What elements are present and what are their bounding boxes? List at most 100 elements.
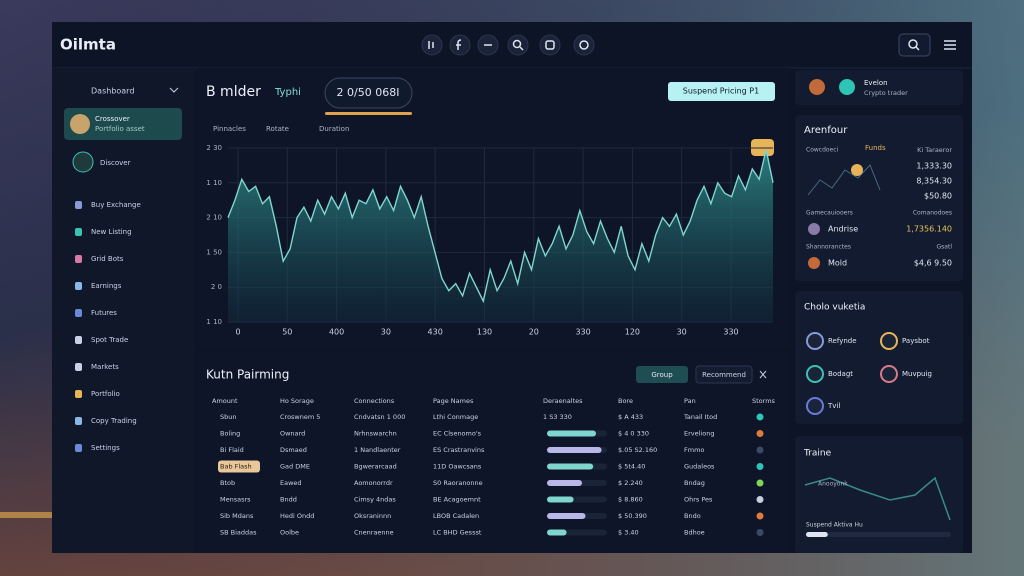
nav-item[interactable]: Futures bbox=[91, 309, 117, 317]
table-cell: 11D Oawcsans bbox=[433, 463, 482, 471]
y-tick-label: 2 10 bbox=[206, 214, 222, 222]
progress-bar bbox=[547, 496, 574, 503]
selected-subtitle: Portfolio asset bbox=[95, 125, 145, 133]
nav-item[interactable]: Copy Trading bbox=[91, 417, 137, 425]
card-label: Gsatl bbox=[937, 244, 953, 251]
icon-button[interactable] bbox=[507, 34, 529, 56]
close-button[interactable] bbox=[759, 370, 767, 379]
table-cell: Bgwerarcaad bbox=[354, 463, 397, 471]
card-label: Anooyonk bbox=[818, 481, 848, 488]
table-cell: ES Crastranvins bbox=[433, 446, 485, 454]
card-label: Shannoranctes bbox=[806, 244, 851, 251]
chart-tab[interactable]: Rotate bbox=[266, 125, 289, 133]
table-cell: Sbun bbox=[220, 413, 237, 421]
nav-icon bbox=[75, 309, 82, 317]
menu-button[interactable] bbox=[944, 40, 956, 50]
table-cell: $ 3.40 bbox=[618, 529, 639, 537]
table-cell: $ 50.390 bbox=[618, 512, 647, 520]
logo: Oilmta bbox=[60, 36, 116, 54]
nav-item[interactable]: Buy Exchange bbox=[91, 201, 141, 209]
chart-tab[interactable]: Pinnacles bbox=[213, 125, 246, 133]
nav-item[interactable]: Spot Trade bbox=[91, 336, 128, 344]
table-cell: Ohrs Pes bbox=[684, 496, 713, 504]
progress-bar bbox=[547, 480, 582, 486]
arena-card bbox=[795, 115, 963, 281]
glyph bbox=[456, 39, 462, 50]
table-cell: Oolbe bbox=[280, 529, 299, 537]
votes-card bbox=[795, 291, 963, 424]
nav-item[interactable]: New Listing bbox=[91, 228, 132, 236]
profile-card bbox=[795, 70, 963, 105]
table-cell: S0 Raoranonne bbox=[433, 479, 483, 487]
table-cell: Bndo bbox=[684, 512, 701, 520]
table-cell: Btob bbox=[220, 479, 235, 487]
status-dot bbox=[756, 512, 764, 520]
icon-button[interactable] bbox=[573, 34, 595, 56]
action-button[interactable] bbox=[668, 82, 775, 101]
row-value: $4,6 9.50 bbox=[914, 259, 952, 268]
profile-role: Crypto trader bbox=[864, 89, 908, 97]
glyph bbox=[519, 46, 524, 51]
vote-item[interactable]: Paysbot bbox=[902, 337, 930, 345]
profile-name: Evelon bbox=[864, 79, 888, 87]
avatar bbox=[808, 223, 820, 235]
nav-icon bbox=[75, 390, 82, 398]
vote-item[interactable]: Muvpuig bbox=[902, 370, 932, 378]
trainer-card bbox=[795, 436, 963, 553]
table-cell: Bndag bbox=[684, 479, 705, 487]
sidebar bbox=[52, 68, 195, 553]
glyph bbox=[512, 39, 522, 49]
row-name: Mold bbox=[828, 259, 847, 268]
pill[interactable] bbox=[324, 77, 413, 109]
nav-item[interactable]: Earnings bbox=[91, 282, 122, 290]
table-cell: 1 Nandlaenter bbox=[354, 446, 401, 454]
icon-button[interactable] bbox=[539, 34, 561, 56]
status-dot bbox=[756, 463, 764, 470]
table-cell: Gad DME bbox=[280, 463, 310, 471]
card-value: 8,354.30 bbox=[916, 177, 952, 186]
table-cell: Boling bbox=[220, 430, 240, 438]
avatar bbox=[880, 332, 898, 350]
action-text: Suspend Pricing P1 bbox=[683, 87, 759, 96]
nav-icon bbox=[75, 282, 82, 290]
card-label: Comanodoes bbox=[913, 210, 952, 217]
nav-item[interactable]: Discover bbox=[100, 159, 131, 167]
table-cell: $ A 433 bbox=[618, 413, 643, 421]
table-cell: Sib Mdans bbox=[220, 512, 254, 520]
selected-item[interactable] bbox=[64, 108, 182, 140]
glyph bbox=[545, 40, 555, 50]
table-cell: Cndvatsn 1 000 bbox=[354, 413, 405, 421]
search-glyph bbox=[915, 46, 920, 51]
x-tick-label: 50 bbox=[282, 328, 292, 337]
table-cell: Erveliong bbox=[684, 430, 714, 438]
table-cell: $ 8.860 bbox=[618, 496, 643, 504]
column-header: Pan bbox=[684, 397, 696, 405]
mini-chart bbox=[807, 164, 881, 196]
icon-button[interactable] bbox=[421, 34, 443, 56]
table-cell: LC BHD Gessst bbox=[433, 529, 482, 537]
y-tick-label: 1 50 bbox=[206, 248, 222, 256]
nav-item[interactable]: Settings bbox=[91, 444, 120, 452]
nav-item[interactable]: Grid Bots bbox=[91, 255, 124, 263]
status-dot bbox=[756, 413, 764, 421]
table-cell: Eawed bbox=[280, 479, 302, 487]
group-button[interactable] bbox=[636, 366, 688, 383]
table-cell: Fmmo bbox=[684, 446, 704, 454]
row-highlight bbox=[218, 460, 260, 473]
search-button[interactable] bbox=[898, 33, 931, 57]
nav-item[interactable]: Markets bbox=[91, 363, 119, 371]
recommend-button[interactable] bbox=[695, 365, 753, 384]
vote-item[interactable]: Tvil bbox=[827, 402, 840, 410]
column-header: Deraenaltes bbox=[543, 397, 583, 405]
vote-item[interactable]: Refynde bbox=[828, 337, 857, 345]
x-tick-label: 30 bbox=[381, 328, 391, 337]
table-cell: Tanail Itod bbox=[683, 413, 717, 421]
chart-tab[interactable]: Duration bbox=[319, 125, 349, 133]
column-header: Ho Sorage bbox=[280, 397, 314, 405]
vote-item[interactable]: Bodagt bbox=[828, 370, 853, 378]
nav-item[interactable]: Portfolio bbox=[91, 390, 120, 398]
sidebar-title: Dashboard bbox=[91, 87, 134, 96]
table-cell: Aomonorrdr bbox=[354, 479, 393, 487]
table-cell: Cimsy 4ndas bbox=[354, 496, 396, 504]
